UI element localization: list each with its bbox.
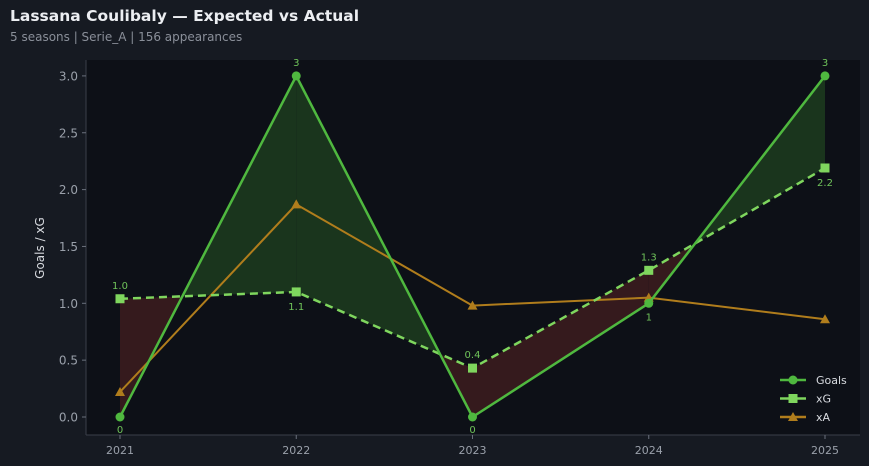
- y-tick-label: 3.0: [59, 69, 78, 83]
- goals-data-label: 3: [822, 58, 828, 69]
- xg-data-label: 0.4: [465, 350, 481, 361]
- fill-between: [472, 270, 649, 417]
- y-tick-label: 1.0: [59, 297, 78, 311]
- legend-label-xa: xA: [816, 411, 831, 424]
- chart-subtitle: 5 seasons | Serie_A | 156 appearances: [10, 30, 243, 44]
- xg-data-label: 1.0: [112, 281, 128, 292]
- y-tick-label: 0.0: [59, 411, 78, 425]
- xa-point: [115, 386, 125, 396]
- goals-data-label: 0: [117, 425, 123, 436]
- xg-point: [820, 163, 830, 173]
- goals-data-label: 1: [646, 312, 652, 323]
- xg-point: [115, 294, 125, 304]
- y-axis-label: Goals / xG: [33, 217, 47, 279]
- goals-point: [291, 71, 301, 81]
- y-tick-label: 2.5: [59, 126, 78, 140]
- y-tick-label: 1.5: [59, 240, 78, 254]
- xa-point: [820, 314, 830, 324]
- goals-legend-marker: [788, 375, 798, 385]
- goals-data-label: 3: [293, 58, 299, 69]
- goals-point: [644, 298, 654, 308]
- goals-point: [468, 412, 477, 422]
- xa-point: [467, 300, 478, 310]
- xg-point: [644, 265, 654, 275]
- xg-data-label: 2.2: [817, 178, 833, 189]
- x-tick-label: 2023: [459, 444, 487, 457]
- xg-data-label: 1.1: [288, 302, 304, 313]
- x-tick-label: 2022: [282, 444, 310, 457]
- chart-title: Lassana Coulibaly — Expected vs Actual: [10, 7, 360, 25]
- legend-label-goals: Goals: [816, 374, 847, 387]
- x-tick-label: 2025: [811, 444, 839, 457]
- xa-legend-marker: [788, 412, 798, 421]
- x-tick-label: 2021: [106, 444, 134, 457]
- goals-point: [115, 412, 125, 422]
- xg-point: [468, 363, 477, 373]
- goals-data-label: 0: [469, 425, 475, 436]
- xg-point: [291, 287, 301, 297]
- y-tick-label: 2.0: [59, 183, 78, 197]
- xa-point: [291, 199, 302, 209]
- goals-point: [820, 71, 830, 81]
- legend-label-xg: xG: [816, 393, 831, 406]
- y-tick-label: 0.5: [59, 354, 78, 368]
- xg-data-label: 1.3: [641, 252, 657, 263]
- x-tick-label: 2024: [635, 444, 663, 457]
- xg-legend-marker: [788, 394, 798, 403]
